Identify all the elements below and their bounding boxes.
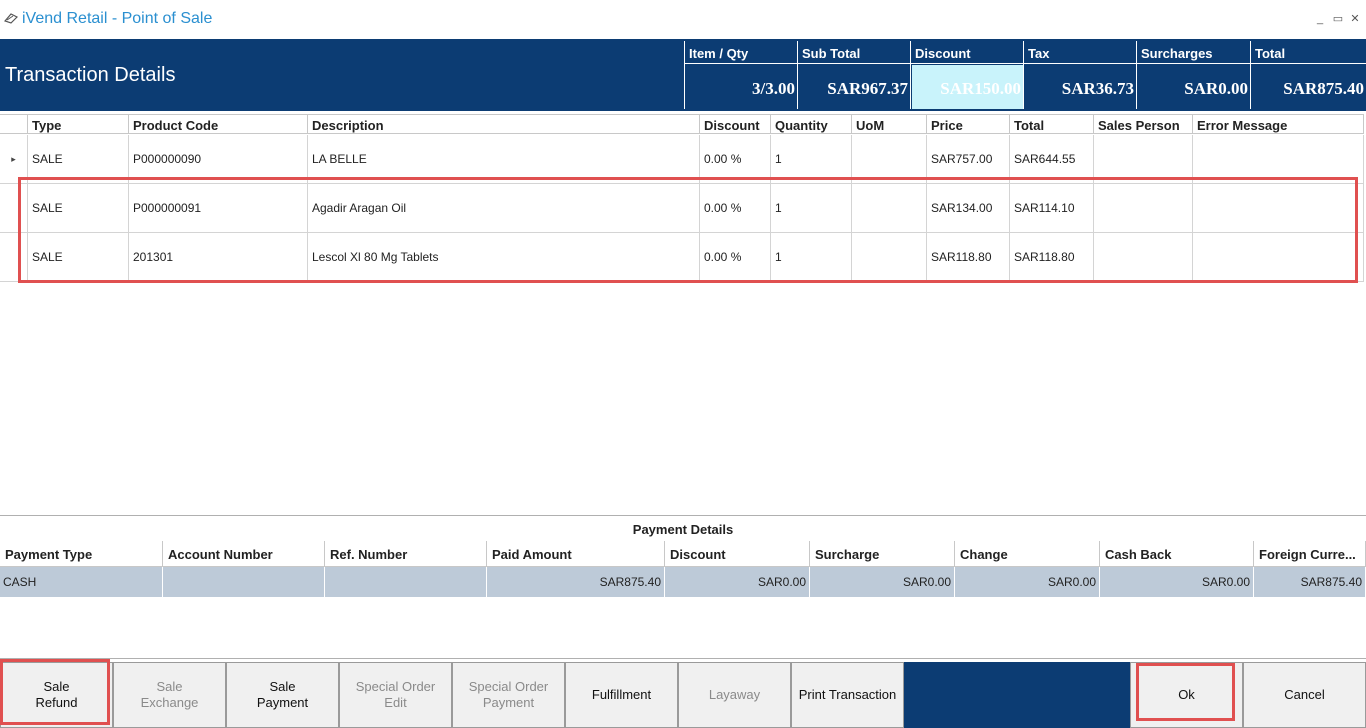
- restore-icon[interactable]: ▭: [1332, 13, 1344, 25]
- transaction-header: Transaction Details Item / Qty 3/3.00 Su…: [0, 39, 1366, 111]
- payment-cell-ref-number[interactable]: [325, 567, 487, 597]
- column-header-product-code[interactable]: Product Code: [129, 114, 308, 134]
- summary-item-qty: Item / Qty 3/3.00: [684, 41, 797, 109]
- cell-type[interactable]: SALE: [28, 135, 129, 184]
- payment-header-surcharge[interactable]: Surcharge: [810, 541, 955, 567]
- minimize-icon[interactable]: _: [1316, 13, 1324, 25]
- cell-price[interactable]: SAR757.00: [927, 135, 1010, 184]
- cell-product-code[interactable]: P000000090: [129, 135, 308, 184]
- close-icon[interactable]: ✕: [1350, 13, 1360, 25]
- payment-header-change[interactable]: Change: [955, 541, 1100, 567]
- window-title: iVend Retail - Point of Sale: [22, 10, 213, 27]
- summary-surcharges: Surcharges SAR0.00: [1136, 41, 1250, 109]
- column-header-description[interactable]: Description: [308, 114, 700, 134]
- cell-description[interactable]: Agadir Aragan Oil: [308, 184, 700, 233]
- row-selector[interactable]: [0, 233, 28, 282]
- summary-label: Discount: [911, 41, 1023, 64]
- payment-header-ref-number[interactable]: Ref. Number: [325, 541, 487, 567]
- special-order-edit-button[interactable]: Special Order Edit: [339, 662, 452, 728]
- payment-header-discount[interactable]: Discount: [665, 541, 810, 567]
- payment-header-account-number[interactable]: Account Number: [163, 541, 325, 567]
- cell-sales-person[interactable]: [1094, 135, 1193, 184]
- special-order-payment-button[interactable]: Special Order Payment: [452, 662, 565, 728]
- summary-value: SAR967.37: [827, 79, 908, 98]
- payment-header-cash-back[interactable]: Cash Back: [1100, 541, 1254, 567]
- payment-header-paid-amount[interactable]: Paid Amount: [487, 541, 665, 567]
- summary-subtotal: Sub Total SAR967.37: [797, 41, 910, 109]
- grid-header-indicator: [0, 114, 28, 134]
- cell-quantity[interactable]: 1: [771, 184, 852, 233]
- summary-value: SAR0.00: [1184, 79, 1248, 98]
- cell-quantity[interactable]: 1: [771, 135, 852, 184]
- cell-sales-person[interactable]: [1094, 184, 1193, 233]
- summary-label: Sub Total: [798, 41, 910, 64]
- cell-total[interactable]: SAR644.55: [1010, 135, 1094, 184]
- cell-uom[interactable]: [852, 135, 927, 184]
- cell-total[interactable]: SAR114.10: [1010, 184, 1094, 233]
- cancel-button[interactable]: Cancel: [1243, 662, 1366, 728]
- payment-details-title: Payment Details: [632, 522, 734, 537]
- payment-cell-foreign-currency[interactable]: SAR875.40: [1254, 567, 1366, 597]
- summary-discount: Discount SAR150.00: [910, 41, 1023, 109]
- title-bar: iVend Retail - Point of Sale _ ▭ ✕: [0, 0, 1366, 39]
- summary-value: SAR875.40: [1283, 79, 1364, 98]
- row-selector[interactable]: [0, 184, 28, 233]
- cell-uom[interactable]: [852, 184, 927, 233]
- payment-cell-surcharge[interactable]: SAR0.00: [810, 567, 955, 597]
- payment-cell-account-number[interactable]: [163, 567, 325, 597]
- column-header-type[interactable]: Type: [28, 114, 129, 134]
- payment-details-panel: Payment Details Payment Type Account Num…: [0, 515, 1366, 659]
- sale-exchange-button[interactable]: Sale Exchange: [113, 662, 226, 728]
- payment-cell-type[interactable]: CASH: [0, 567, 163, 597]
- cell-price[interactable]: SAR134.00: [927, 184, 1010, 233]
- payment-cell-discount[interactable]: SAR0.00: [665, 567, 810, 597]
- highlight-box-sale-refund: [0, 659, 110, 725]
- cell-discount[interactable]: 0.00 %: [700, 135, 771, 184]
- column-header-uom[interactable]: UoM: [852, 114, 927, 134]
- column-header-total[interactable]: Total: [1010, 114, 1094, 134]
- summary-label: Surcharges: [1137, 41, 1250, 64]
- cell-error-message[interactable]: [1193, 135, 1364, 184]
- layaway-button[interactable]: Layaway: [678, 662, 791, 728]
- print-transaction-button[interactable]: Print Transaction: [791, 662, 904, 728]
- ok-button[interactable]: Ok: [1130, 662, 1243, 728]
- sale-refund-button[interactable]: Sale Refund: [0, 662, 113, 728]
- column-header-error-message[interactable]: Error Message: [1193, 114, 1364, 134]
- sale-payment-button[interactable]: Sale Payment: [226, 662, 339, 728]
- payment-header-type[interactable]: Payment Type: [0, 541, 163, 567]
- summary-label: Item / Qty: [685, 41, 797, 64]
- summary-value: SAR150.00: [912, 65, 1023, 109]
- summary-total: Total SAR875.40: [1250, 41, 1366, 109]
- summary-value: 3/3.00: [752, 79, 795, 98]
- cell-description[interactable]: LA BELLE: [308, 135, 700, 184]
- fulfillment-button[interactable]: Fulfillment: [565, 662, 678, 728]
- page-title: Transaction Details: [5, 64, 176, 86]
- column-header-discount[interactable]: Discount: [700, 114, 771, 134]
- cell-product-code[interactable]: P000000091: [129, 184, 308, 233]
- payment-cell-change[interactable]: SAR0.00: [955, 567, 1100, 597]
- cell-error-message[interactable]: [1193, 184, 1364, 233]
- column-header-price[interactable]: Price: [927, 114, 1010, 134]
- summary-tax: Tax SAR36.73: [1023, 41, 1136, 109]
- column-header-sales-person[interactable]: Sales Person: [1094, 114, 1193, 134]
- payment-cell-paid-amount[interactable]: SAR875.40: [487, 567, 665, 597]
- payment-cell-cash-back[interactable]: SAR0.00: [1100, 567, 1254, 597]
- column-header-quantity[interactable]: Quantity: [771, 114, 852, 134]
- summary-value: SAR36.73: [1061, 79, 1134, 98]
- payment-header-foreign-currency[interactable]: Foreign Curre...: [1254, 541, 1366, 567]
- summary-label: Total: [1251, 41, 1366, 64]
- summary-label: Tax: [1024, 41, 1136, 64]
- cell-type[interactable]: SALE: [28, 184, 129, 233]
- highlight-box-rows: [18, 177, 1358, 283]
- highlight-box-ok: [1136, 663, 1235, 721]
- row-selector-icon[interactable]: ▸: [0, 135, 28, 184]
- cell-discount[interactable]: 0.00 %: [700, 184, 771, 233]
- app-logo-icon: [4, 13, 18, 24]
